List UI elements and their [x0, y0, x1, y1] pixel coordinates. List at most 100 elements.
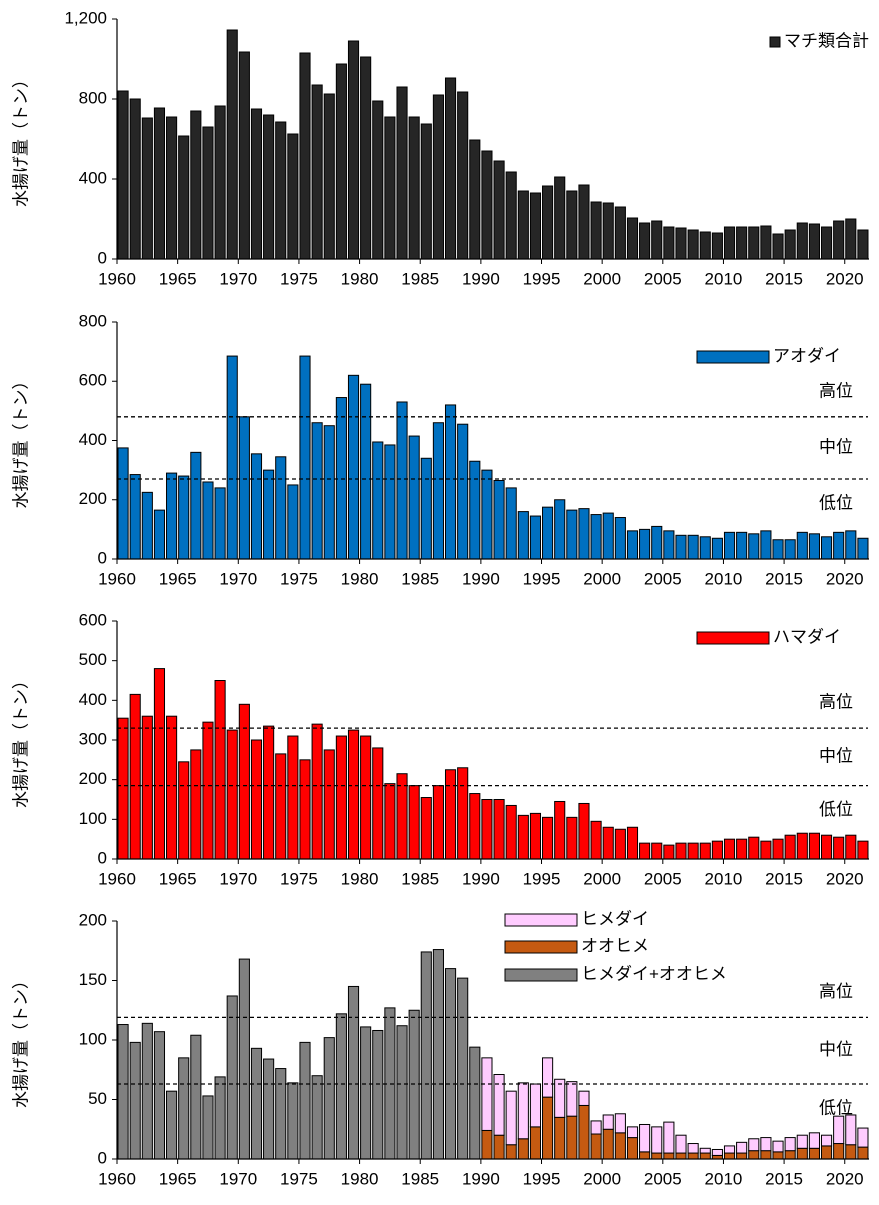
bar	[444, 404, 457, 560]
y-axis-title: 水揚げ量（トン）	[11, 373, 30, 509]
bar	[493, 160, 505, 260]
bar	[748, 1150, 760, 1160]
bar	[493, 799, 505, 860]
bar	[481, 469, 493, 560]
x-tick-label: 2015	[765, 269, 803, 288]
bar	[529, 192, 542, 260]
bar	[129, 98, 141, 260]
bar	[202, 481, 214, 560]
y-tick-label: 600	[79, 371, 107, 390]
bar	[481, 1129, 493, 1160]
bar	[626, 1126, 639, 1139]
x-tick-label: 2000	[583, 569, 621, 588]
level-label: 高位	[819, 381, 853, 400]
bar	[736, 1152, 748, 1160]
bar	[335, 63, 347, 260]
bar	[347, 374, 360, 560]
bar	[699, 842, 711, 860]
bar	[639, 1123, 651, 1153]
bar	[238, 958, 250, 1160]
bar	[808, 223, 820, 260]
bar	[275, 753, 287, 860]
bar	[614, 206, 626, 260]
bar	[396, 773, 408, 860]
bar	[796, 222, 808, 260]
bar	[517, 814, 529, 860]
bar	[469, 793, 481, 860]
bar	[845, 834, 857, 860]
bar	[517, 1082, 529, 1140]
y-tick-label: 500	[79, 650, 107, 669]
bar	[833, 1143, 845, 1160]
x-tick-label: 1970	[219, 269, 257, 288]
y-tick-label: 200	[79, 910, 107, 929]
bar	[590, 514, 602, 560]
bar	[820, 1145, 833, 1160]
x-tick-label: 1985	[401, 869, 439, 888]
bar	[651, 1126, 663, 1154]
bar	[663, 844, 675, 860]
x-tick-label: 2015	[765, 869, 803, 888]
y-tick-label: 400	[79, 690, 107, 709]
bar	[299, 52, 311, 260]
x-tick-label: 1980	[341, 1169, 379, 1188]
bar	[153, 509, 166, 560]
bar	[651, 525, 663, 560]
bar	[178, 475, 190, 560]
bar	[335, 1013, 347, 1160]
bar	[760, 1150, 772, 1160]
x-tick-label: 1965	[159, 1169, 197, 1188]
bar	[457, 977, 469, 1160]
bar	[626, 530, 639, 560]
bar	[663, 530, 675, 560]
y-tick-label: 800	[79, 311, 107, 330]
bar	[784, 1150, 796, 1160]
bar	[663, 1121, 675, 1154]
bar	[760, 1137, 772, 1152]
level-label: 高位	[819, 982, 853, 1001]
bar	[566, 816, 578, 860]
x-tick-label: 1970	[219, 569, 257, 588]
bar	[833, 531, 845, 560]
bar	[420, 951, 432, 1160]
bar	[772, 233, 784, 260]
x-tick-label: 1990	[462, 269, 500, 288]
bar	[760, 840, 772, 860]
y-tick-label: 800	[79, 88, 107, 107]
bar	[469, 139, 481, 260]
bar	[432, 949, 444, 1160]
bar	[275, 1068, 287, 1160]
x-tick-label: 2010	[705, 1169, 743, 1188]
bar	[796, 1147, 808, 1160]
bar	[529, 515, 542, 560]
bar	[833, 836, 845, 860]
bar	[687, 842, 699, 860]
y-tick-label: 0	[98, 1148, 107, 1167]
bar	[457, 767, 469, 860]
bar	[372, 747, 384, 860]
bar	[214, 1076, 226, 1160]
bar	[566, 190, 578, 260]
x-tick-label: 1970	[219, 1169, 257, 1188]
y-tick-label: 300	[79, 729, 107, 748]
bar	[323, 93, 335, 260]
bar	[166, 472, 178, 560]
bar	[772, 838, 784, 860]
y-axis-title: 水揚げ量（トン）	[11, 71, 30, 207]
bar	[372, 441, 384, 560]
bar	[141, 715, 153, 860]
bar	[639, 222, 651, 260]
bar	[736, 226, 748, 260]
bar	[432, 94, 444, 260]
bar	[287, 133, 299, 260]
bar	[129, 1041, 141, 1160]
bar	[639, 1151, 651, 1160]
x-tick-label: 1985	[401, 269, 439, 288]
bar	[808, 1147, 820, 1160]
bar	[384, 444, 396, 560]
bar	[384, 116, 396, 260]
legend-label: マチ類合計	[784, 31, 869, 50]
bar	[639, 842, 651, 860]
bar	[275, 456, 287, 560]
bar	[590, 1133, 602, 1160]
